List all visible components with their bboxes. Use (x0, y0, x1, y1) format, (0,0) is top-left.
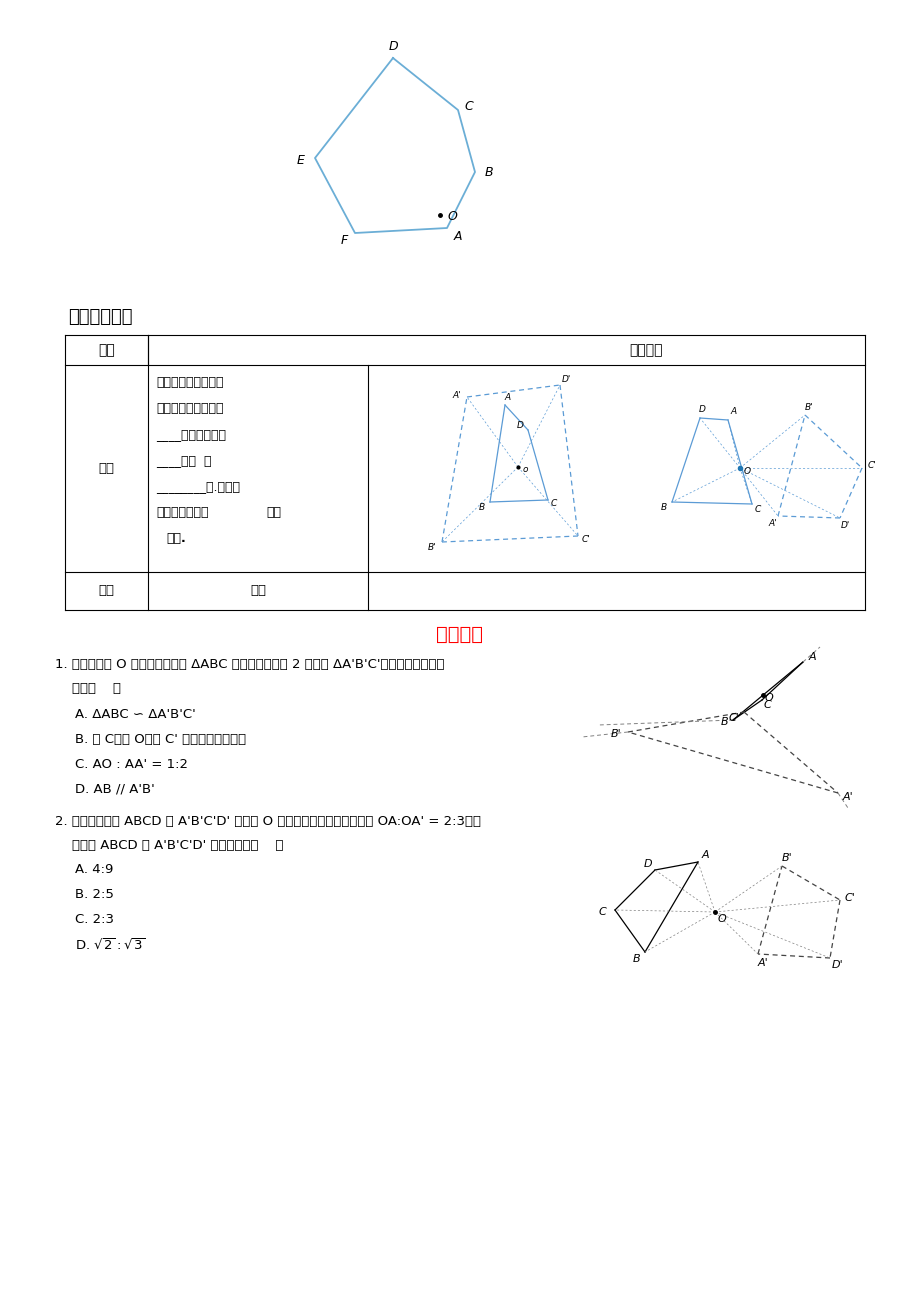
Text: 2. 如图，四边形 ABCD 和 A'B'C'D' 是以点 O 为位似中心的位似图形，若 OA:OA' = 2:3，则: 2. 如图，四边形 ABCD 和 A'B'C'D' 是以点 O 为位似中心的位似… (55, 815, 481, 828)
Text: A: A (700, 850, 708, 861)
Text: B: B (632, 954, 641, 963)
Text: O: O (717, 914, 726, 924)
Text: B: B (479, 503, 484, 512)
Text: 1. 如图，以点 O 为位似中心，把 ΔABC 放大为原图形的 2 倍得到 ΔA'B'C'，以下说法中错误: 1. 如图，以点 O 为位似中心，把 ΔABC 放大为原图形的 2 倍得到 ΔA… (55, 658, 444, 671)
Text: C. 2:3: C. 2:3 (75, 913, 114, 926)
Text: B': B' (610, 729, 620, 740)
Text: ____（或  在: ____（或 在 (156, 454, 211, 467)
Text: A. ΔABC ∽ ΔA'B'C': A. ΔABC ∽ ΔA'B'C' (75, 708, 196, 721)
Text: D: D (516, 422, 523, 431)
Text: E: E (297, 154, 304, 167)
Text: D: D (698, 405, 705, 414)
Text: C: C (762, 700, 770, 710)
Text: ________）.我们把: ________）.我们把 (156, 480, 240, 493)
Text: C. AO : AA' = 1:2: C. AO : AA' = 1:2 (75, 758, 187, 771)
Text: A': A' (842, 792, 853, 802)
Text: 四边形 ABCD 与 A'B'C'D' 的面积比是（    ）: 四边形 ABCD 与 A'B'C'D' 的面积比是（ ） (72, 838, 283, 852)
Text: A: A (453, 229, 461, 242)
Text: A': A' (452, 391, 460, 400)
Text: A': A' (757, 958, 767, 967)
Text: C': C' (581, 535, 590, 544)
Text: D': D' (832, 960, 843, 970)
Text: F: F (340, 234, 347, 247)
Text: B: B (720, 717, 728, 727)
Text: B. 点 C、点 O、点 C' 三点在同一直线上: B. 点 C、点 O、点 C' 三点在同一直线上 (75, 733, 246, 746)
Text: A: A (730, 408, 736, 417)
Text: O: O (764, 693, 773, 703)
Text: C': C' (728, 713, 739, 723)
Text: 作法: 作法 (98, 585, 114, 598)
Text: C: C (550, 500, 557, 509)
Text: 每对对应点的直线都: 每对对应点的直线都 (156, 402, 223, 415)
Text: ____，对应边互相: ____，对应边互相 (156, 428, 226, 441)
Text: 图形.: 图形. (165, 533, 186, 546)
Text: D. AB // A'B': D. AB // A'B' (75, 783, 154, 796)
Text: 它们不仅相似，而且: 它们不仅相似，而且 (156, 376, 223, 389)
Text: D: D (643, 859, 652, 868)
Text: 概念: 概念 (98, 462, 114, 475)
Text: 位似: 位似 (266, 506, 280, 519)
Text: O: O (447, 211, 457, 224)
Text: C: C (464, 100, 473, 113)
Text: B: B (660, 503, 666, 512)
Text: C': C' (844, 893, 855, 904)
Text: C': C' (867, 461, 876, 470)
Text: o: o (522, 465, 528, 474)
Text: A: A (807, 652, 815, 661)
Text: 当堂检测: 当堂检测 (436, 625, 483, 644)
Text: 二、课堂小结: 二、课堂小结 (68, 309, 132, 326)
Text: A': A' (768, 518, 777, 527)
Text: D: D (388, 40, 397, 53)
Text: D. $\sqrt{2}:\sqrt{3}$: D. $\sqrt{2}:\sqrt{3}$ (75, 937, 145, 953)
Text: 内容: 内容 (98, 342, 115, 357)
Text: 基本图形: 基本图形 (630, 342, 663, 357)
Text: 这样的图形称为: 这样的图形称为 (156, 506, 209, 519)
Text: 的是（    ）: 的是（ ） (72, 682, 121, 695)
Text: B': B' (804, 402, 812, 411)
Text: 如图: 如图 (250, 585, 266, 598)
Text: B': B' (781, 853, 791, 863)
Text: B': B' (427, 543, 436, 552)
Text: D': D' (561, 375, 570, 384)
Text: A: A (505, 393, 511, 402)
Text: C: C (754, 504, 760, 513)
Text: B. 2:5: B. 2:5 (75, 888, 114, 901)
Text: D': D' (839, 521, 849, 530)
Text: B: B (484, 165, 493, 178)
Text: C: C (597, 907, 606, 917)
Text: A. 4:9: A. 4:9 (75, 863, 113, 876)
Text: O: O (743, 466, 750, 475)
